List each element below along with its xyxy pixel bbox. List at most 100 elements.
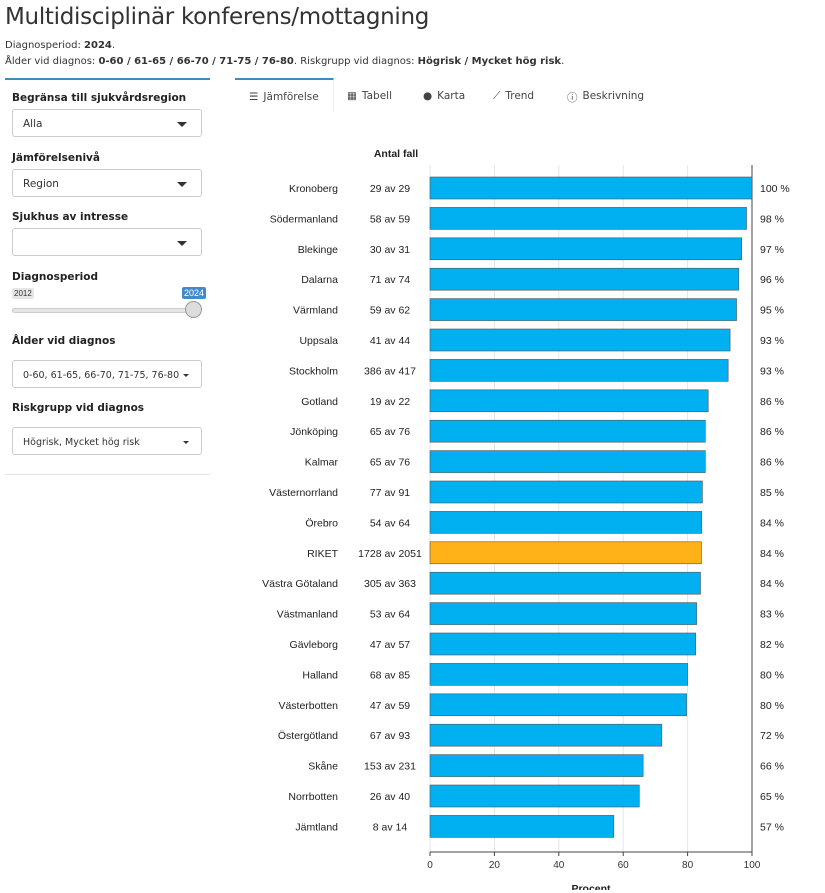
level-select[interactable]: Region [12, 169, 202, 197]
caret-down-icon [177, 241, 187, 246]
risk-select[interactable]: Högrisk, Mycket hög risk [12, 427, 202, 455]
risk-value: Högrisk, Mycket hög risk [23, 437, 140, 448]
slider-min-label: 2012 [12, 288, 34, 299]
row-count: 77 av 91 [370, 487, 410, 499]
period-slider-track[interactable] [12, 308, 198, 313]
row-percent: 72 % [760, 730, 784, 742]
tab-beskrivning[interactable]: ⓘ Beskrivning [567, 78, 644, 112]
row-count: 71 av 74 [370, 274, 410, 286]
row-name: Blekinge [298, 244, 338, 256]
caret-down-icon [183, 374, 189, 377]
hospital-select[interactable] [12, 228, 202, 256]
hospital-label: Sjukhus av intresse [12, 211, 129, 223]
period-slider-handle[interactable] [185, 301, 202, 318]
bar [429, 602, 697, 625]
row-percent: 93 % [760, 365, 784, 377]
row-percent: 84 % [760, 578, 784, 590]
filter-sidebar: Begränsa till sjukvårdsregion Alla Jämfö… [5, 78, 210, 475]
row-count: 8 av 14 [373, 821, 408, 833]
row-percent: 86 % [760, 396, 784, 408]
age-value: 0-60, 61-65, 66-70, 71-75, 76-80 [23, 370, 180, 381]
tab-jamforelse[interactable]: ☰ Jämförelse [235, 78, 334, 112]
caret-down-icon [183, 441, 189, 444]
count-header: Antal fall [374, 148, 418, 160]
bar [429, 450, 706, 473]
row-percent: 66 % [760, 761, 784, 773]
row-count: 47 av 57 [370, 639, 410, 651]
page-title: Multidisciplinär konferens/mottagning [5, 4, 430, 30]
row-percent: 82 % [760, 639, 784, 651]
row-percent: 85 % [760, 487, 784, 499]
row-name: Västerbotten [278, 700, 338, 712]
x-axis-label: Procent [571, 883, 611, 890]
region-value: Alla [23, 118, 43, 130]
row-name: Västra Götaland [262, 578, 338, 590]
tab-tabell[interactable]: ▦ Tabell [347, 78, 392, 112]
bar [429, 389, 709, 413]
row-percent: 95 % [760, 305, 784, 317]
period-label: Diagnosperiod [12, 271, 98, 283]
row-count: 41 av 44 [370, 335, 410, 347]
bar [429, 419, 706, 443]
bar [429, 359, 729, 382]
row-count: 65 av 76 [370, 457, 410, 469]
row-count: 67 av 93 [370, 730, 410, 742]
bar-chart-icon: ☰ [249, 91, 259, 103]
bar [429, 176, 753, 200]
tab-karta[interactable]: ● Karta [423, 78, 465, 112]
row-percent: 86 % [760, 457, 784, 469]
tab-trend[interactable]: ⟋ Trend [493, 78, 534, 112]
bar [429, 480, 703, 504]
x-tick-label: 80 [682, 860, 694, 871]
bar [429, 723, 663, 747]
x-tick-label: 60 [618, 860, 630, 871]
bar [429, 328, 731, 352]
row-count: 30 av 31 [370, 244, 410, 256]
region-select[interactable]: Alla [12, 109, 202, 137]
x-tick-label: 0 [427, 860, 433, 871]
x-tick-label: 20 [489, 860, 501, 871]
row-name: Stockholm [289, 365, 338, 377]
row-name: Södermanland [270, 213, 338, 225]
age-select[interactable]: 0-60, 61-65, 66-70, 71-75, 76-80 [12, 360, 202, 388]
filter-summary: Ålder vid diagnos: 0-60 / 61-65 / 66-70 … [5, 56, 565, 67]
row-count: 58 av 59 [370, 213, 410, 225]
tab-label: Karta [437, 90, 466, 102]
slider-value-label: 2024 [182, 287, 207, 299]
row-percent: 84 % [760, 548, 784, 560]
caret-down-icon [177, 122, 187, 127]
row-name: Jönköping [290, 426, 338, 438]
row-name: Norrbotten [288, 791, 338, 803]
row-name: Skåne [308, 761, 338, 773]
row-count: 19 av 22 [370, 396, 410, 408]
row-count: 68 av 85 [370, 669, 410, 681]
x-tick-label: 40 [553, 860, 565, 871]
row-count: 59 av 62 [370, 305, 410, 317]
bar [429, 267, 740, 291]
tab-label: Beskrivning [582, 90, 645, 102]
bar [429, 663, 688, 686]
row-name: Östergötland [278, 730, 338, 742]
row-name: Gotland [301, 396, 338, 408]
map-marker-icon: ● [423, 90, 433, 102]
row-count: 65 av 76 [370, 426, 410, 438]
level-label: Jämförelsenivå [12, 152, 100, 164]
bar [429, 784, 640, 808]
bar [429, 541, 702, 565]
row-name: Västernorrland [269, 487, 338, 499]
row-count: 26 av 40 [370, 791, 410, 803]
row-count: 29 av 29 [370, 183, 410, 195]
row-count: 305 av 363 [364, 578, 416, 590]
row-percent: 65 % [760, 791, 784, 803]
region-label: Begränsa till sjukvårdsregion [12, 92, 187, 104]
row-percent: 93 % [760, 335, 784, 347]
row-name: RIKET [307, 548, 339, 560]
row-count: 47 av 59 [370, 700, 410, 712]
row-percent: 57 % [760, 821, 784, 833]
x-tick-label: 100 [744, 860, 761, 871]
table-icon: ▦ [347, 90, 357, 102]
tab-label: Trend [505, 90, 535, 102]
bar [429, 693, 687, 717]
row-name: Västmanland [277, 609, 338, 621]
row-count: 386 av 417 [364, 365, 416, 377]
